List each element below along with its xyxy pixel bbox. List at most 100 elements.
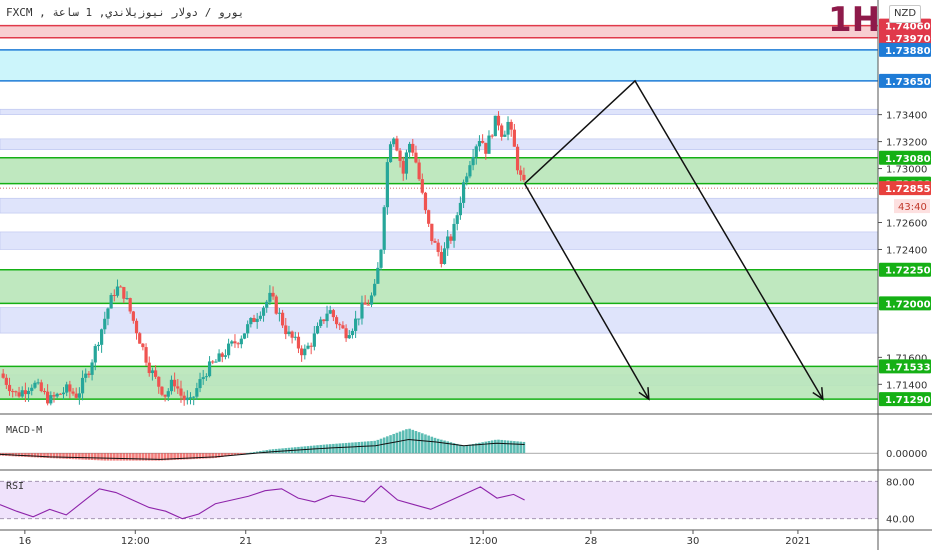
candle-body <box>354 318 358 331</box>
macd-panel <box>0 428 878 461</box>
light-band <box>0 197 879 214</box>
candle-body <box>87 373 91 375</box>
candle-body <box>369 295 374 305</box>
price-zone <box>0 49 878 81</box>
macd-histogram-bar <box>90 453 94 460</box>
arrow-head <box>638 387 650 401</box>
currency-badge[interactable]: NZD <box>889 5 921 23</box>
macd-histogram-bar <box>522 441 526 454</box>
candle-body <box>103 318 107 330</box>
candle-body <box>157 376 161 387</box>
macd-histogram-bar <box>208 453 211 459</box>
level-price-label: 1.73970 <box>885 34 931 45</box>
candle-body <box>1 373 5 378</box>
macd-histogram-bar <box>509 440 513 454</box>
candle-body <box>96 344 101 347</box>
macd-histogram-bar <box>332 443 335 454</box>
light-band <box>0 307 879 334</box>
macd-histogram-bar <box>100 453 103 461</box>
candle-body <box>363 302 367 305</box>
macd-histogram-bar <box>373 440 376 454</box>
candle-body <box>163 394 167 397</box>
macd-histogram-bar <box>189 453 192 460</box>
candle-body <box>112 295 116 297</box>
macd-histogram-bar <box>93 453 97 461</box>
macd-histogram-bar <box>195 453 199 459</box>
level-price-label: 1.71533 <box>885 362 931 373</box>
candle-body <box>39 382 43 392</box>
candle-body <box>427 210 431 224</box>
macd-histogram-bar <box>503 440 507 454</box>
zone-layer <box>0 24 878 400</box>
macd-histogram-bar <box>325 444 329 454</box>
candle-body <box>58 393 62 395</box>
time-axis: 16 12:00 21 23 12:00 28 30 2021 <box>18 530 811 547</box>
macd-histogram-bar <box>198 453 202 459</box>
timeframe-badge: 1H <box>828 0 881 40</box>
price-tick-label: 1.71400 <box>886 380 927 391</box>
macd-histogram-bar <box>433 437 437 454</box>
macd-histogram-bar <box>449 442 453 454</box>
macd-histogram-bar <box>74 453 78 460</box>
macd-histogram-bar <box>217 453 221 458</box>
macd-histogram-bar <box>395 432 399 454</box>
grid-layer <box>0 187 932 531</box>
candle-body <box>303 348 307 356</box>
macd-histogram-bar <box>490 440 494 454</box>
macd-histogram-bar <box>386 436 389 454</box>
time-tick-label: 2021 <box>785 536 810 547</box>
candle-body <box>439 251 443 264</box>
candle-body <box>312 333 316 347</box>
candle-body <box>217 353 221 362</box>
macd-histogram-bar <box>144 453 148 461</box>
candle-body <box>169 379 174 392</box>
candle-body <box>347 335 351 339</box>
candle-body <box>131 311 135 321</box>
candle-body <box>207 361 212 377</box>
level-price-label: 1.72250 <box>885 266 931 277</box>
candle-body <box>46 391 50 404</box>
level-price-tag <box>879 296 931 311</box>
macd-histogram-bar <box>170 453 173 461</box>
candle-body <box>417 162 421 180</box>
macd-histogram-bar <box>513 441 516 454</box>
level-price-tag <box>879 150 931 165</box>
candle-body <box>122 287 126 299</box>
macd-histogram-bar <box>440 439 443 454</box>
candle-body <box>433 241 437 243</box>
candle-body <box>423 192 428 211</box>
candle-body <box>236 343 240 345</box>
macd-histogram-bar <box>452 443 456 454</box>
candle-body <box>249 317 253 325</box>
candle-body <box>414 152 418 163</box>
candle-body <box>204 376 208 378</box>
candle-body <box>119 286 123 288</box>
candle-body <box>300 348 304 356</box>
macd-histogram-bar <box>33 453 37 458</box>
macd-histogram-bar <box>249 452 253 454</box>
macd-histogram-bar <box>484 441 488 454</box>
macd-histogram-bar <box>176 453 180 460</box>
macd-histogram-bar <box>43 453 46 458</box>
rsi-panel <box>0 480 878 520</box>
macd-histogram-bar <box>370 441 373 454</box>
candle-body <box>446 236 450 249</box>
macd-histogram-bar <box>227 453 230 457</box>
candle-body <box>411 143 415 153</box>
candle-body <box>147 362 151 374</box>
macd-histogram-bar <box>344 442 348 454</box>
time-tick-label: 21 <box>239 536 252 547</box>
candle-body <box>255 318 259 322</box>
candle-body <box>115 286 120 296</box>
candle-body <box>201 377 205 380</box>
macd-histogram-bar <box>360 441 364 454</box>
macd-histogram-bar <box>500 439 503 454</box>
candle-layer <box>1 111 526 406</box>
macd-histogram-bar <box>408 428 411 454</box>
candle-body <box>430 223 434 242</box>
rsi-tick-label: 80.00 <box>886 477 915 488</box>
macd-histogram-bar <box>398 431 402 454</box>
candle-body <box>458 202 462 216</box>
macd-histogram-bar <box>113 453 116 461</box>
